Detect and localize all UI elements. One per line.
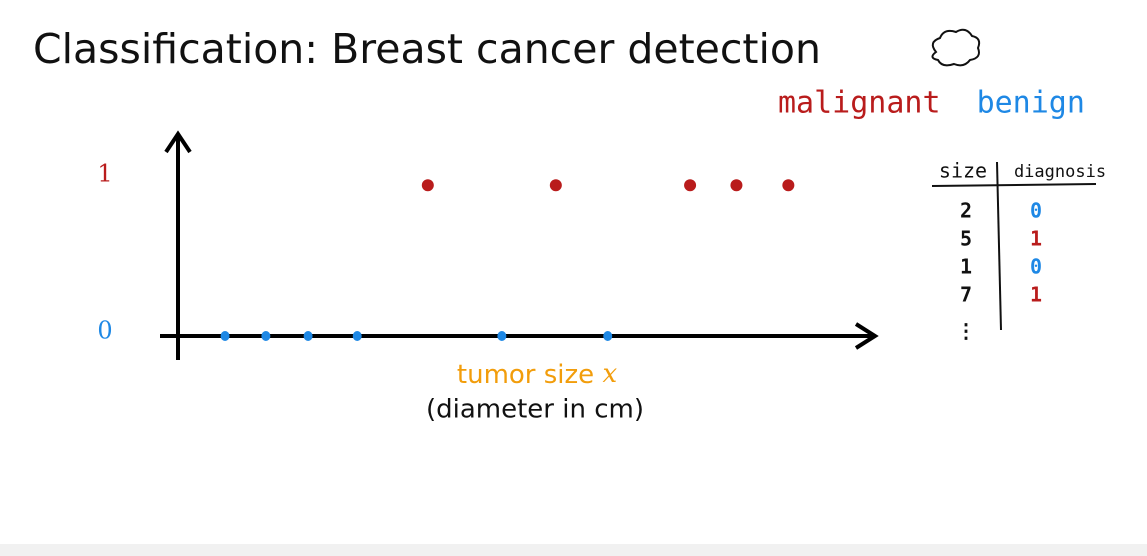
y-tick-label: 1 — [97, 160, 112, 188]
table-cell: 0 — [1030, 199, 1042, 223]
data-point — [303, 331, 313, 341]
data-point — [421, 179, 434, 192]
data-point — [684, 179, 697, 192]
y-tick-label: 0 — [97, 317, 112, 345]
table-cell: 1 — [1030, 283, 1042, 307]
data-point — [220, 331, 230, 341]
data-point — [782, 179, 795, 192]
data-point — [261, 331, 271, 341]
data-point — [603, 331, 613, 341]
table-cell: 0 — [1030, 255, 1042, 279]
cloud-icon — [931, 28, 981, 67]
data-point — [549, 179, 562, 192]
data-point — [730, 179, 743, 192]
legend-entry: benign — [977, 86, 1085, 121]
table-cell: 1 — [960, 255, 972, 279]
x-label-text: tumor size — [457, 360, 594, 390]
table-cell: 7 — [960, 283, 972, 307]
data-point — [352, 331, 362, 341]
table-cell: 5 — [960, 227, 972, 251]
bottom-bar — [0, 544, 1147, 556]
table-header: diagnosis — [1014, 162, 1106, 182]
table-cell: 1 — [1030, 227, 1042, 251]
y-arrow — [164, 130, 192, 154]
x-arrow — [854, 322, 879, 350]
table-cell: 2 — [960, 199, 972, 223]
legend-entry: malignant — [778, 86, 941, 121]
x-axis-label: tumor size x — [457, 359, 618, 390]
data-point — [497, 331, 507, 341]
table-header: size — [939, 159, 987, 183]
table-rule — [931, 183, 1097, 187]
slide-title: Classification: Breast cancer detection — [33, 25, 821, 73]
x-axis-note: (diameter in cm) — [426, 395, 644, 425]
table-cell: ⋮ — [956, 319, 976, 343]
table-divider — [996, 161, 1002, 331]
x-label-variable: x — [602, 359, 617, 389]
